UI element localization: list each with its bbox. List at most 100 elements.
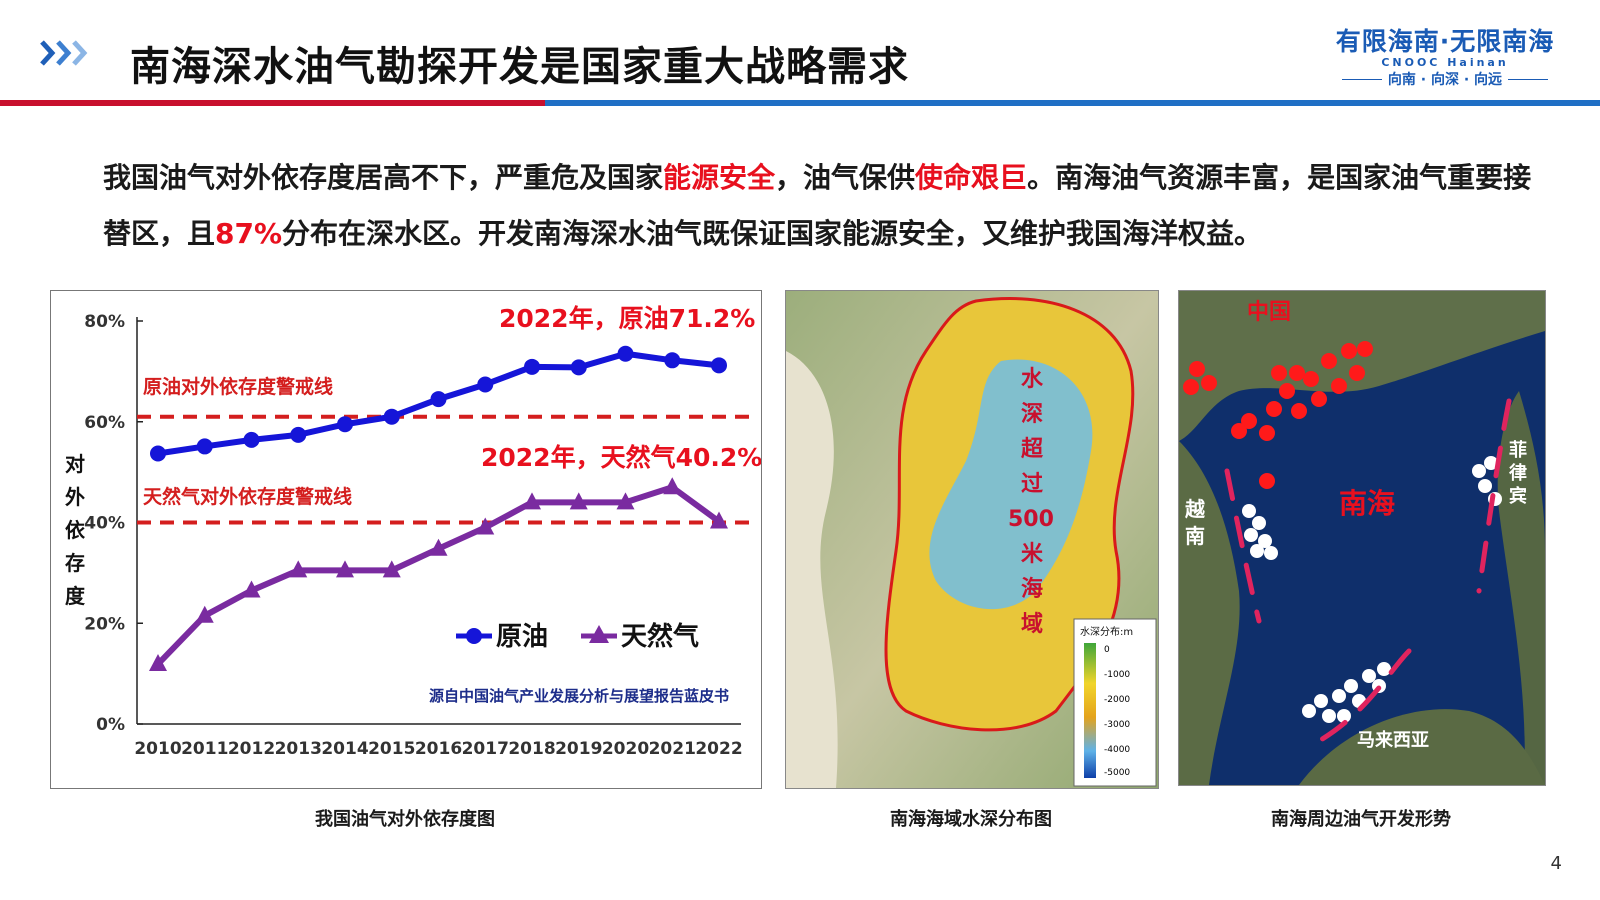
data-point: [383, 408, 400, 425]
data-point: [289, 560, 308, 578]
logo-divider: [1341, 78, 1382, 80]
label-china: 中国: [1247, 300, 1291, 325]
dependence-chart-svg: 0%20%40%60%80%2010 2011 2012 2013 2014 2015 20…: [65, 304, 762, 759]
chevron-arrows-icon: [40, 40, 88, 66]
development-map: 中国 南海 越 南 菲 律 宾 马来西亚: [1178, 290, 1546, 786]
y-axis-label-char: 度: [65, 584, 86, 608]
data-point: [195, 605, 214, 623]
x-tick-label: 2016: [415, 739, 462, 759]
legend-title: 水深分布:m: [1080, 626, 1133, 638]
intro-seg: ，油气保供: [775, 161, 916, 194]
annotation-label: 2022年，天然气40.2%: [481, 443, 761, 472]
y-tick-label: 60%: [84, 413, 125, 433]
vietnam-landmass: [1179, 441, 1240, 785]
intro-seg: 。南海油气资源丰富，是国家油气重要接替区，且: [103, 161, 1532, 250]
data-point: [616, 492, 635, 510]
x-tick-label: 2013: [275, 739, 322, 759]
highlight-percent: 87%: [215, 217, 283, 250]
deep-basin: [929, 359, 1093, 610]
logo-slogan: 有限海南·无限南海: [1335, 27, 1555, 56]
vietnam-field-markers: [1242, 504, 1278, 560]
x-tick-label: 2021: [649, 739, 696, 759]
legend-label: 天然气: [621, 621, 699, 652]
data-point: [710, 511, 728, 529]
depth-label-4: 过: [1021, 472, 1043, 497]
x-tick-label: 2010: [134, 739, 181, 759]
data-point: [243, 431, 260, 448]
logo-motto: 向南 · 向深 · 向远: [1320, 69, 1570, 89]
data-point: [149, 654, 167, 672]
header-rule-blue: [545, 100, 1600, 106]
claim-line: [1224, 398, 1512, 744]
y-axis-label-char: 依: [65, 518, 86, 542]
borneo-landmass: [1299, 709, 1545, 785]
label-philippines-1: 菲: [1509, 439, 1527, 461]
legend-tick: 0: [1104, 645, 1110, 655]
data-point: [664, 352, 681, 369]
data-point: [242, 580, 261, 598]
legend-tick: -1000: [1104, 670, 1130, 680]
map1-caption: 南海海域水深分布图: [890, 809, 1052, 830]
data-point: [290, 426, 307, 443]
depth-map-svg: 水 深 超 过 500 米 海 域 水深分布:m 0 -1000 -2000 -…: [786, 291, 1158, 788]
data-point: [430, 391, 447, 408]
data-point: [569, 492, 588, 510]
data-point: [663, 477, 682, 495]
depth-label-6: 米: [1021, 542, 1044, 567]
data-point: [196, 438, 213, 455]
x-tick-label: 2018: [508, 739, 555, 759]
x-tick-label: 2020: [602, 739, 649, 759]
data-point: [429, 538, 448, 556]
logo-company: CNOOC Hainan: [1381, 56, 1509, 69]
depth-label-2: 深: [1021, 402, 1043, 427]
highlight-mission: 使命艰巨: [915, 161, 1028, 194]
development-map-svg: 中国 南海 越 南 菲 律 宾 马来西亚: [1179, 291, 1545, 785]
legend-marker: [466, 628, 482, 644]
legend-tick: -4000: [1104, 745, 1130, 755]
y-tick-label: 20%: [84, 614, 125, 634]
intro-seg: 分布在深水区。开发南海深水油气既保证国家能源安全，又维护我国海洋权益。: [282, 217, 1263, 250]
data-point: [570, 359, 587, 376]
y-tick-label: 0%: [96, 715, 125, 735]
x-tick-label: 2015: [368, 739, 415, 759]
data-point: [476, 517, 495, 535]
x-tick-label: 2012: [228, 739, 275, 759]
cnooc-hainan-logo: 有限海南·无限南海 CNOOC Hainan 向南 · 向深 · 向远: [1320, 22, 1570, 89]
annotation-label: 2022年，原油71.2%: [499, 304, 755, 333]
data-point: [477, 376, 494, 393]
y-axis-label-char: 存: [65, 551, 85, 575]
y-tick-label: 40%: [84, 514, 125, 534]
legend-tick: -3000: [1104, 720, 1130, 730]
malaysia-field-markers: [1302, 662, 1391, 723]
source-note: 源自中国油气产业发展分析与展望报告蓝皮书: [429, 687, 729, 705]
intro-seg: 我国油气对外依存度居高不下，严重危及国家: [103, 161, 664, 194]
y-tick-label: 80%: [84, 312, 125, 332]
x-tick-label: 2017: [462, 739, 509, 759]
depth-label-8: 域: [1021, 611, 1043, 637]
depth-label-7: 海: [1021, 576, 1043, 602]
legend-tick: -5000: [1104, 768, 1130, 778]
label-vietnam-1: 越: [1184, 497, 1206, 521]
legend-marker: [589, 625, 609, 643]
depth-label-5: 500: [1008, 507, 1054, 532]
header-rule-red: [0, 100, 545, 106]
threshold-label: 天然气对外依存度警戒线: [143, 485, 352, 508]
x-tick-label: 2014: [321, 739, 368, 759]
x-tick-label: 2019: [555, 739, 602, 759]
intro-paragraph: 我国油气对外依存度居高不下，严重危及国家能源安全，油气保供使命艰巨。南海油气资源…: [55, 150, 1555, 262]
label-philippines-2: 律: [1509, 462, 1527, 484]
depth-label-1: 水: [1021, 367, 1044, 392]
legend-label: 原油: [496, 622, 548, 652]
label-malaysia: 马来西亚: [1357, 730, 1429, 751]
data-point: [382, 560, 401, 578]
x-tick-label: 2011: [181, 739, 228, 759]
depth-legend: 水深分布:m 0 -1000 -2000 -3000 -4000 -5000: [1073, 618, 1157, 787]
logo-motto-text: 向南 · 向深 · 向远: [1387, 72, 1503, 88]
y-axis-label-char: 对: [65, 452, 85, 476]
label-philippines-3: 宾: [1509, 485, 1527, 507]
data-point: [711, 357, 727, 374]
page-number: 4: [1550, 853, 1562, 874]
threshold-label: 原油对外依存度警戒线: [143, 375, 333, 398]
data-point: [617, 345, 634, 362]
y-axis-label-char: 外: [65, 485, 85, 509]
